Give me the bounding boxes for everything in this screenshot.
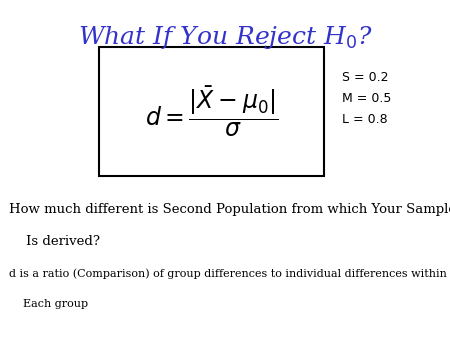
- Text: How much different is Second Population from which Your Sample: How much different is Second Population …: [9, 203, 450, 216]
- Text: $d = \dfrac{|\bar{X} - \mu_0|}{\sigma}$: $d = \dfrac{|\bar{X} - \mu_0|}{\sigma}$: [145, 84, 278, 139]
- Text: d is a ratio (Comparison) of group differences to individual differences within: d is a ratio (Comparison) of group diffe…: [9, 269, 447, 279]
- Text: Each group: Each group: [9, 299, 88, 309]
- Text: Is derived?: Is derived?: [9, 235, 100, 248]
- Text: What If You Reject H$_0$?: What If You Reject H$_0$?: [77, 24, 373, 51]
- Bar: [99, 47, 324, 176]
- Text: S = 0.2
M = 0.5
L = 0.8: S = 0.2 M = 0.5 L = 0.8: [342, 71, 392, 126]
